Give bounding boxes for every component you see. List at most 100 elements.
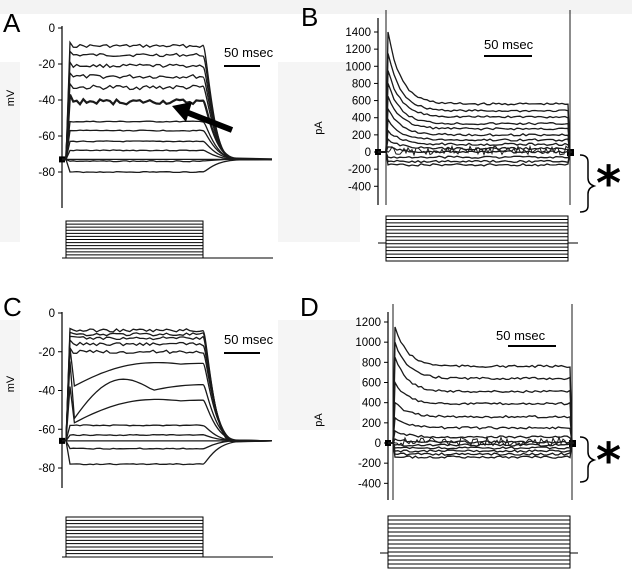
current-trace bbox=[388, 442, 574, 459]
panel-b: 1400 1200 1000 800 600 400 200 0 -200 -400 pA 50 ms… bbox=[313, 10, 578, 262]
voltage-trace bbox=[62, 120, 273, 161]
voltage-trace bbox=[62, 335, 273, 442]
background-shade bbox=[0, 0, 632, 14]
current-trace bbox=[388, 357, 574, 444]
current-trace bbox=[388, 416, 574, 444]
current-trace bbox=[388, 326, 574, 444]
voltage-trace bbox=[62, 439, 273, 450]
voltage-trace bbox=[62, 424, 273, 443]
time-scale-label: 50 msec bbox=[224, 45, 274, 60]
noise-band bbox=[392, 435, 570, 447]
asterisk-d: * bbox=[596, 433, 621, 489]
y-tick-label: 600 bbox=[352, 96, 371, 108]
panel-label-a: A bbox=[3, 8, 21, 38]
panel-label-d: D bbox=[300, 292, 319, 322]
voltage-trace bbox=[62, 347, 273, 443]
panel-a-background bbox=[20, 30, 278, 245]
time-scale-label: 50 msec bbox=[224, 332, 274, 347]
voltage-trace bbox=[62, 158, 273, 163]
voltage-trace bbox=[62, 40, 273, 161]
panel-a: 0 -20 -40 -60 -80 mV 50 msec bbox=[5, 23, 274, 259]
voltage-trace bbox=[62, 345, 273, 442]
current-trace bbox=[378, 137, 572, 153]
bracket-d bbox=[579, 436, 597, 483]
current-trace bbox=[388, 341, 574, 444]
panel-label-b: B bbox=[301, 2, 318, 32]
panel-label-c: C bbox=[3, 292, 22, 322]
y-tick-label: 200 bbox=[362, 418, 381, 430]
y-tick-label: -60 bbox=[38, 424, 55, 436]
current-trace bbox=[388, 442, 574, 450]
voltage-trace bbox=[62, 158, 273, 174]
voltage-trace bbox=[62, 338, 273, 442]
y-tick-label: -20 bbox=[38, 59, 55, 71]
y-tick-label: -40 bbox=[38, 95, 55, 107]
current-trace bbox=[388, 429, 574, 444]
current-trace bbox=[388, 442, 574, 456]
voltage-trace bbox=[62, 140, 273, 161]
y-tick-label: 0 bbox=[49, 308, 55, 320]
y-tick-label: -400 bbox=[348, 181, 371, 193]
current-trace bbox=[378, 70, 572, 153]
y-axis-unit-label: mV bbox=[5, 375, 17, 392]
current-trace bbox=[378, 151, 572, 167]
arrow-annotation-icon bbox=[172, 102, 234, 133]
y-axis-unit-label: mV bbox=[5, 89, 17, 106]
voltage-trace bbox=[62, 71, 273, 161]
y-tick-label: 1200 bbox=[355, 317, 381, 329]
current-trace bbox=[388, 438, 574, 444]
current-trace bbox=[378, 31, 572, 153]
voltage-trace bbox=[62, 361, 273, 442]
voltage-trace bbox=[62, 386, 273, 442]
bracket-b bbox=[579, 154, 597, 213]
current-trace bbox=[388, 442, 574, 447]
voltage-trace bbox=[62, 433, 273, 442]
y-tick-label: -60 bbox=[38, 131, 55, 143]
y-tick-label: 400 bbox=[362, 398, 381, 410]
current-trace bbox=[378, 53, 572, 153]
voltage-trace bbox=[62, 149, 273, 161]
current-trace bbox=[378, 96, 572, 153]
y-tick-label: -400 bbox=[358, 478, 381, 490]
y-tick-label: 200 bbox=[352, 130, 371, 142]
panel-c: 0 -20 -40 -60 -80 mV 50 msec bbox=[5, 308, 274, 558]
stimulus-protocol bbox=[385, 215, 569, 262]
y-tick-label: -200 bbox=[358, 458, 381, 470]
y-tick-label: 800 bbox=[352, 78, 371, 90]
current-trace bbox=[378, 151, 572, 164]
voltage-trace bbox=[62, 49, 273, 161]
y-axis-unit-label: pA bbox=[313, 413, 325, 427]
y-tick-label: -80 bbox=[38, 167, 55, 179]
y-tick-label: 0 bbox=[375, 438, 381, 450]
current-trace bbox=[378, 151, 572, 159]
y-tick-label: -40 bbox=[38, 386, 55, 398]
voltage-trace bbox=[62, 60, 273, 161]
y-tick-label: 0 bbox=[49, 23, 55, 35]
y-tick-label: 1000 bbox=[355, 337, 381, 349]
voltage-trace bbox=[62, 440, 273, 466]
y-tick-label: 400 bbox=[352, 113, 371, 125]
current-trace bbox=[378, 128, 572, 153]
y-tick-label: 1200 bbox=[345, 44, 371, 56]
panel-d: 1200 1000 800 600 400 200 0 -200 -400 pA 50 msec bbox=[313, 304, 578, 569]
y-tick-label: -80 bbox=[38, 463, 55, 475]
current-trace bbox=[378, 107, 572, 153]
y-tick-label: 0 bbox=[365, 147, 371, 159]
y-tick-label: 1000 bbox=[345, 61, 371, 73]
time-scale-label: 50 msec bbox=[496, 328, 546, 343]
current-trace bbox=[388, 401, 574, 444]
current-trace bbox=[378, 117, 572, 153]
current-trace bbox=[378, 83, 572, 153]
y-tick-label: -20 bbox=[38, 347, 55, 359]
y-axis-unit-label: pA bbox=[313, 121, 325, 135]
y-tick-label: 800 bbox=[362, 357, 381, 369]
stimulus-protocol bbox=[387, 515, 571, 569]
y-tick-label: 1400 bbox=[345, 27, 371, 39]
y-tick-label: 600 bbox=[362, 378, 381, 390]
noise-band bbox=[385, 144, 569, 157]
asterisk-b: * bbox=[596, 156, 621, 212]
time-scale-label: 50 msec bbox=[484, 37, 534, 52]
y-tick-label: -200 bbox=[348, 164, 371, 176]
